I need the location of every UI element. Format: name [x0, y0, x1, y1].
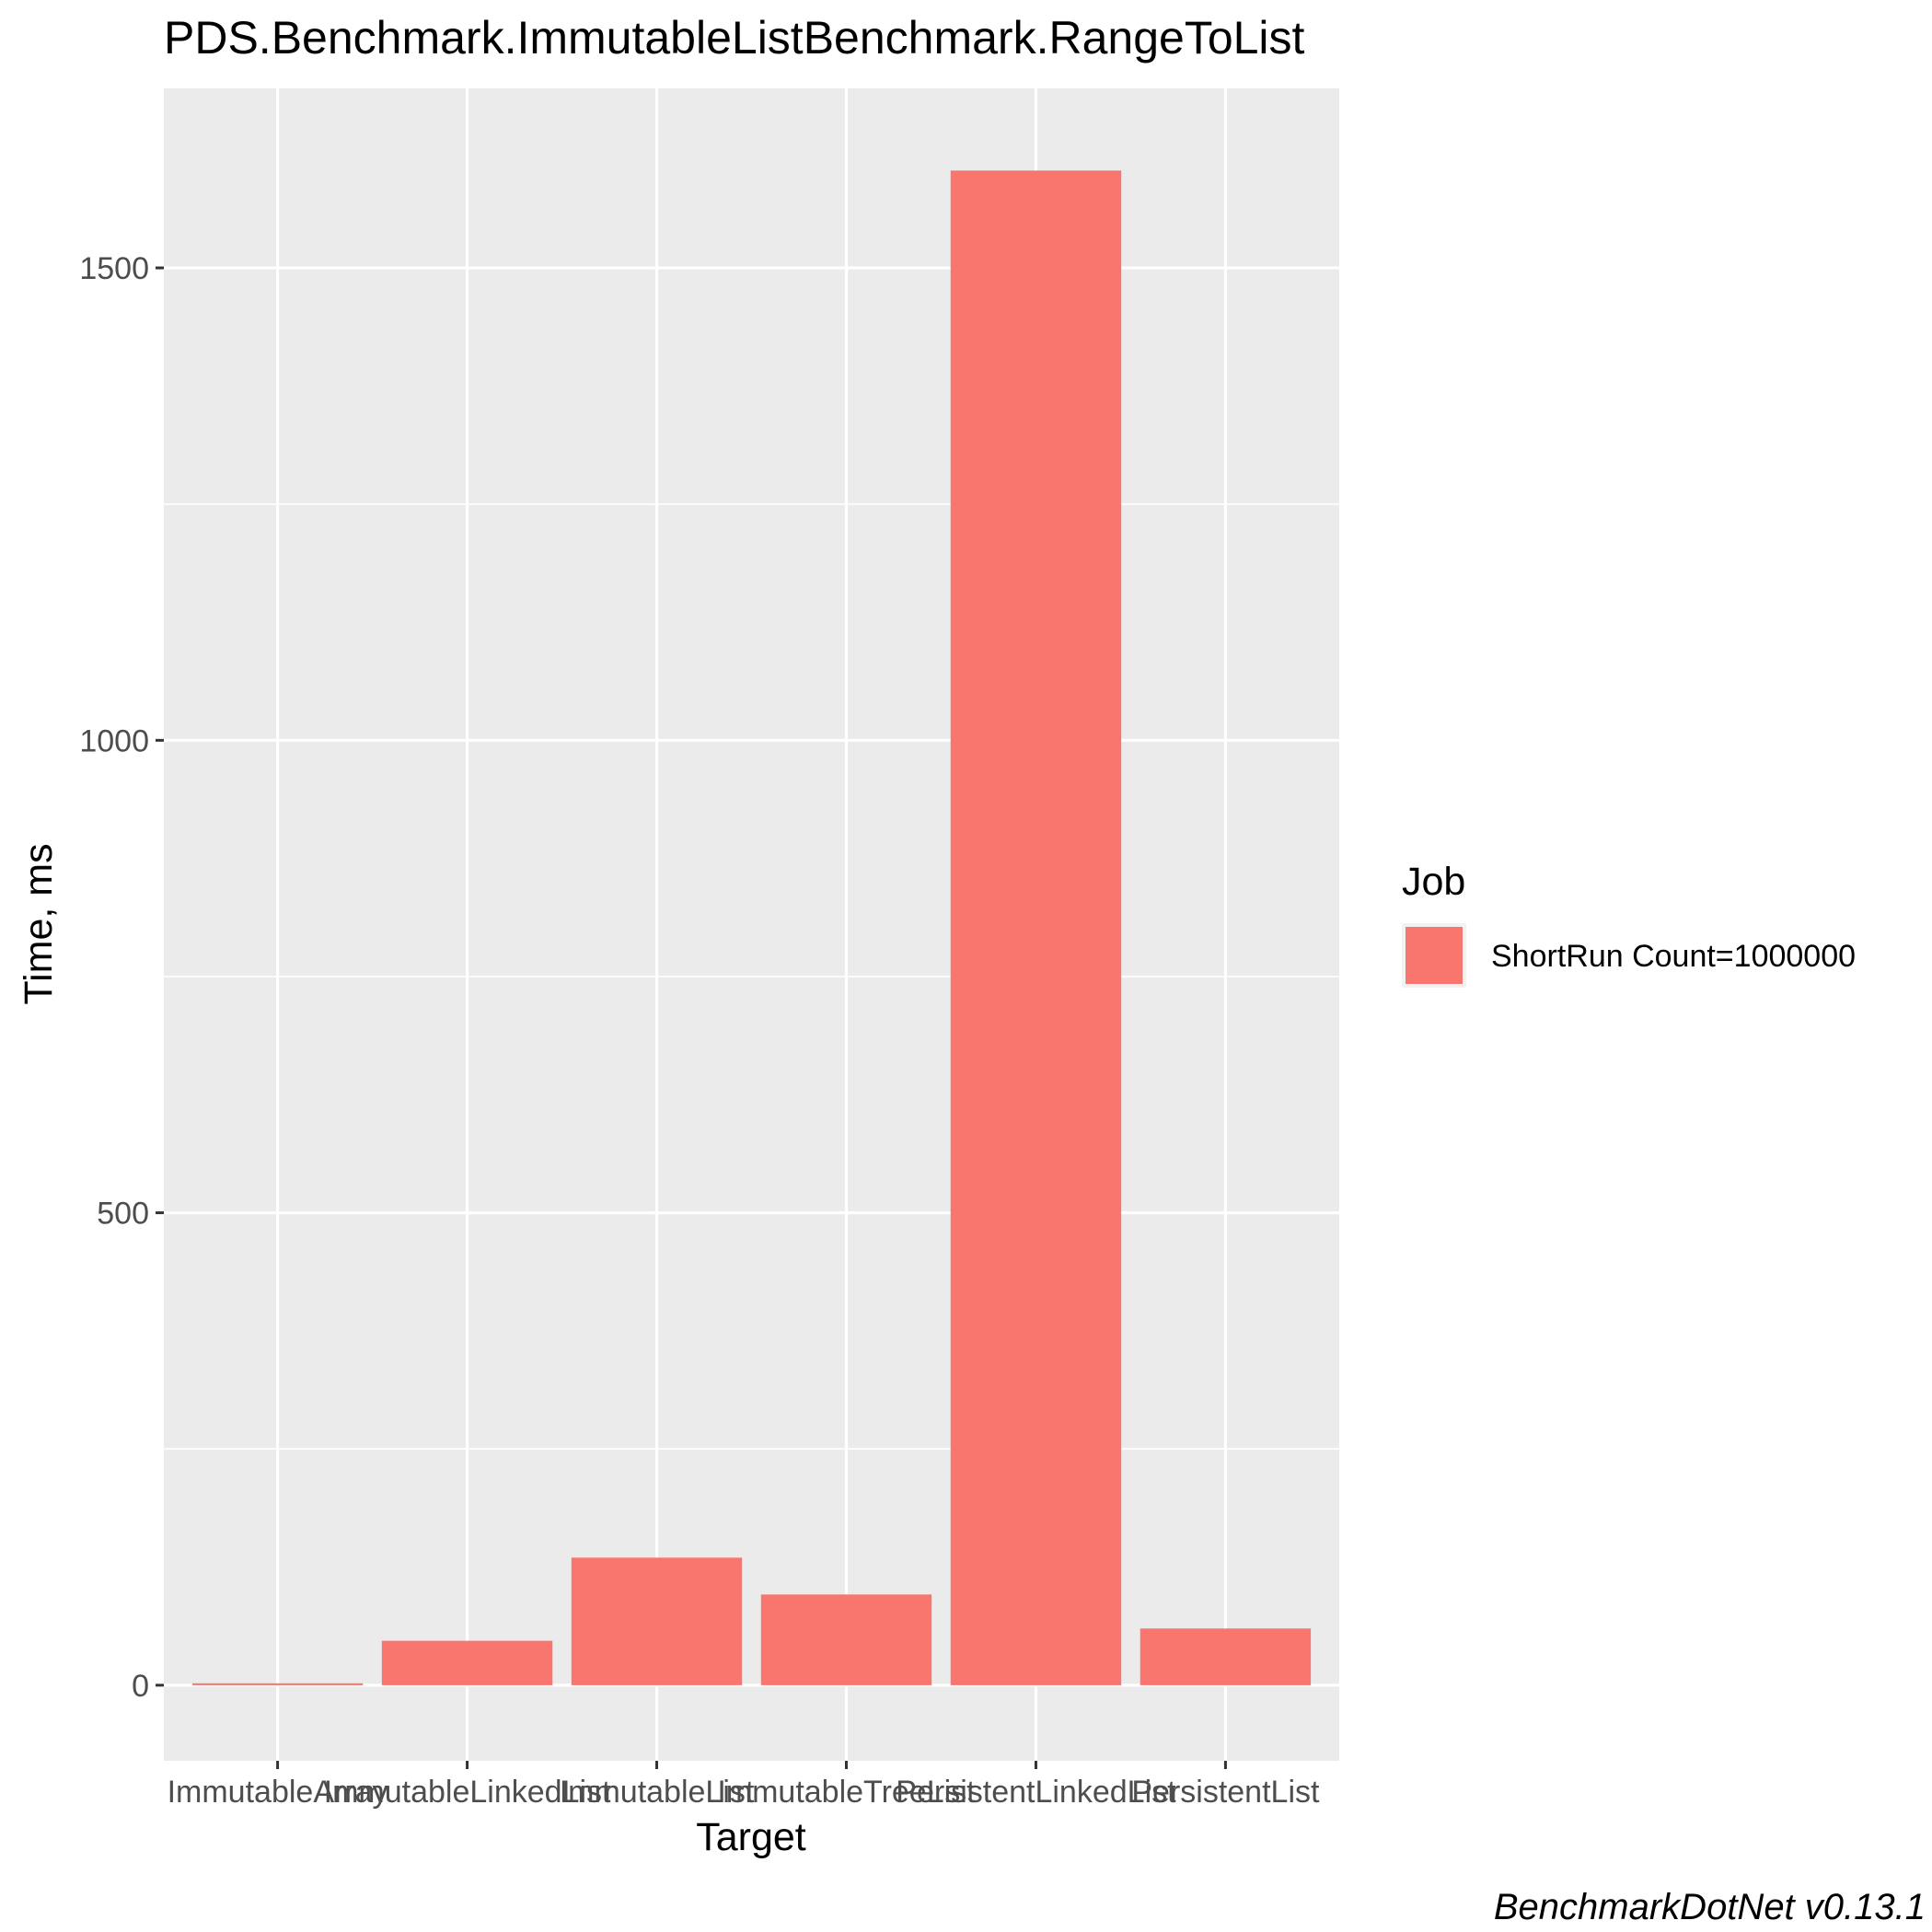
- bar: [760, 1594, 932, 1685]
- y-axis-title: Time, ms: [17, 843, 61, 1004]
- x-tick-label: PersistentLinkedList: [896, 1775, 1176, 1810]
- y-tick-label: 500: [97, 1197, 149, 1232]
- bars: [191, 170, 1312, 1685]
- x-tick-label: ImmutableLinkedList: [324, 1775, 611, 1810]
- bar: [1140, 1628, 1312, 1685]
- y-tick-label: 1500: [79, 251, 149, 286]
- bar: [191, 1683, 364, 1685]
- legend-title: Job: [1402, 860, 1465, 904]
- x-axis-title: Target: [696, 1815, 806, 1859]
- chart-title: PDS.Benchmark.ImmutableListBenchmark.Ran…: [164, 12, 1305, 64]
- y-tick-label: 1000: [79, 723, 149, 758]
- legend-label: ShortRun Count=1000000: [1491, 939, 1856, 974]
- legend-key: [1406, 927, 1463, 984]
- x-tick-label: PersistentList: [1131, 1775, 1320, 1810]
- grid-minor: [164, 503, 1339, 1451]
- y-tick-label: 0: [132, 1669, 149, 1704]
- x-tick-label: ImmutableTreeList: [717, 1775, 976, 1810]
- bar: [950, 170, 1122, 1685]
- x-tick-label: ImmutableArray: [168, 1775, 388, 1810]
- legend: Job ShortRun Count=1000000: [1402, 860, 1856, 988]
- y-axis: 0 500 1000 1500: [79, 251, 164, 1704]
- plot-panel: [164, 88, 1339, 1761]
- bar: [381, 1640, 553, 1685]
- x-axis: ImmutableArrayImmutableLinkedListImmutab…: [168, 1761, 1320, 1810]
- caption: BenchmarkDotNet v0.13.1: [1494, 1887, 1926, 1927]
- bar: [571, 1557, 743, 1685]
- x-tick-label: ImmutableList: [560, 1775, 755, 1810]
